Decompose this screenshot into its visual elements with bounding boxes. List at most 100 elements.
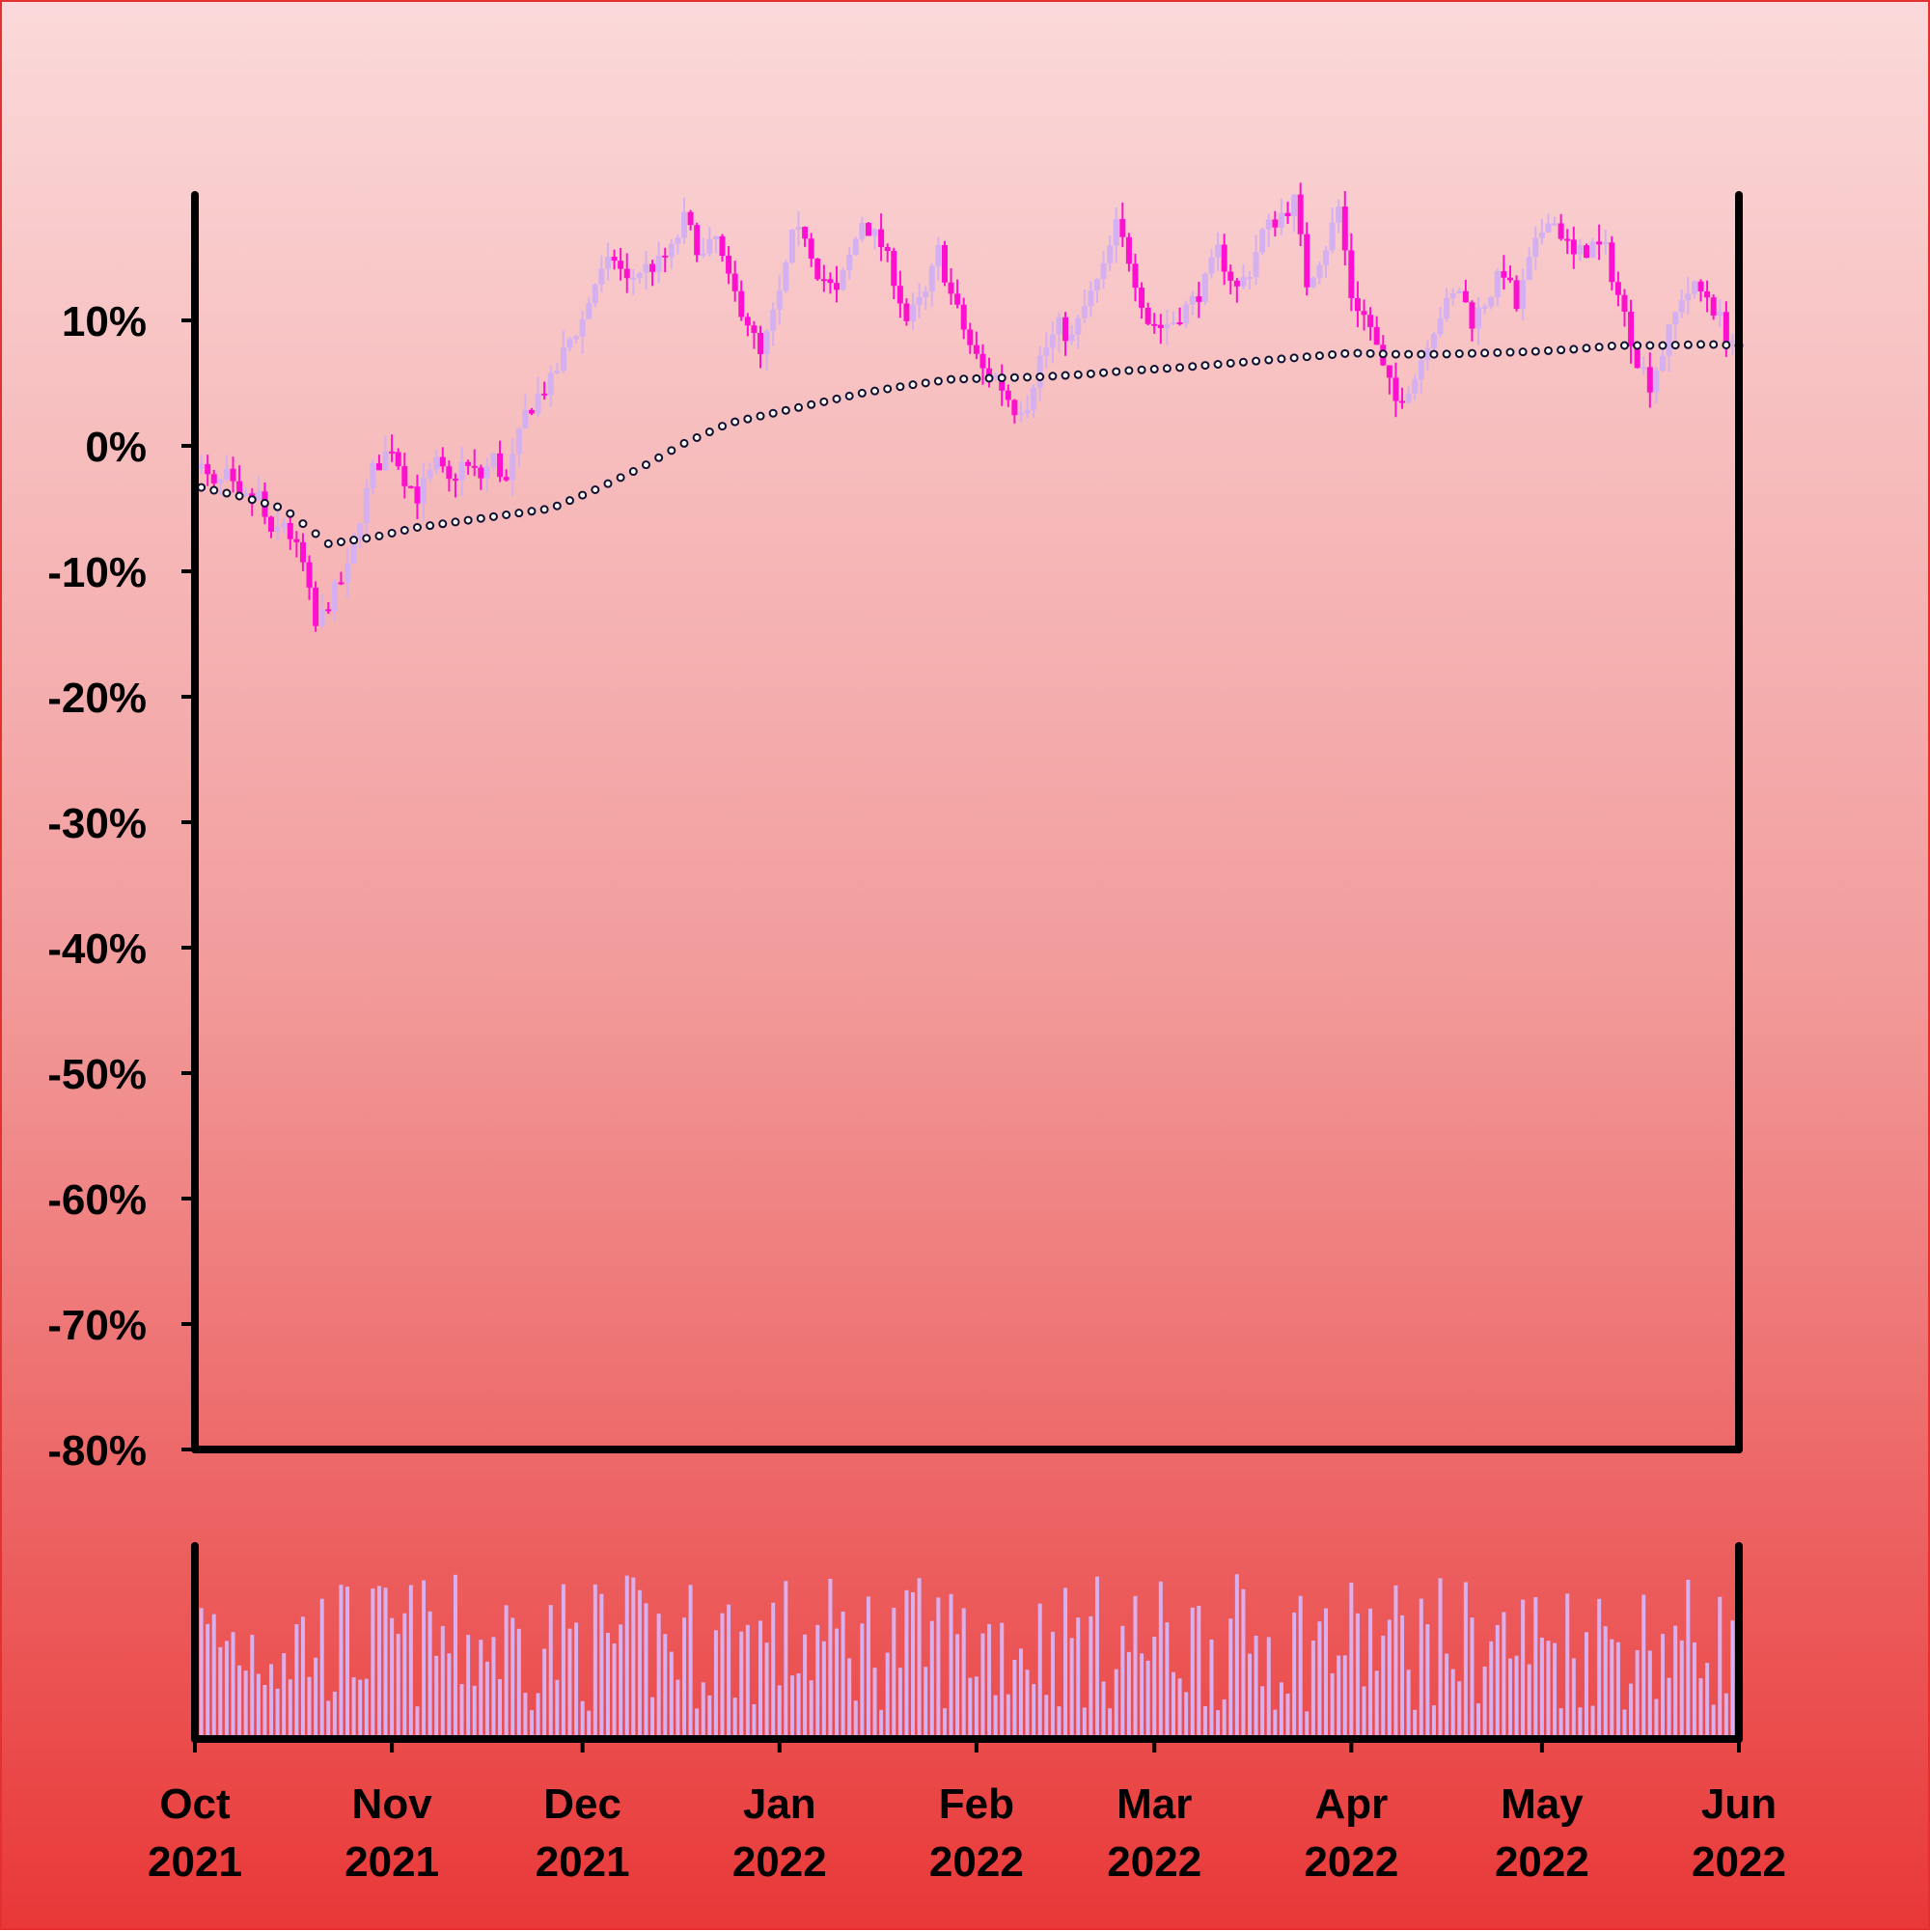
moving-average-point	[1340, 348, 1350, 358]
candle	[547, 366, 554, 407]
candle	[604, 242, 611, 281]
candle	[566, 337, 573, 352]
volume-bar	[1698, 1678, 1703, 1739]
candle	[293, 531, 300, 558]
candle	[1412, 373, 1419, 400]
candle-body	[281, 522, 288, 528]
candle-body	[1609, 242, 1615, 283]
candle	[1583, 243, 1589, 259]
candle-body	[242, 493, 249, 496]
candle	[719, 234, 726, 262]
candle-body	[1354, 297, 1361, 312]
volume-bar	[1298, 1595, 1303, 1739]
volume-bar	[872, 1668, 877, 1739]
candle	[700, 237, 706, 259]
candle-body	[1475, 307, 1482, 329]
x-tick-month: Dec	[543, 1780, 621, 1828]
volume-bar	[1546, 1641, 1551, 1739]
moving-average-point	[984, 373, 994, 383]
volume-bar	[427, 1611, 432, 1739]
candle-body	[1361, 311, 1367, 316]
volume-bar	[243, 1670, 248, 1739]
candle	[758, 325, 764, 369]
candle	[325, 601, 332, 615]
candle-body	[834, 283, 841, 290]
candle	[643, 251, 649, 290]
candle	[1278, 198, 1284, 235]
moving-average-point	[908, 380, 918, 390]
volume-bar	[1476, 1703, 1481, 1739]
candle-body	[916, 297, 923, 305]
candle	[859, 216, 866, 243]
moving-average-point	[247, 495, 257, 505]
candle	[592, 283, 598, 308]
candle-body	[1412, 379, 1419, 394]
candle-body	[1710, 297, 1717, 317]
candle	[649, 260, 656, 287]
candle	[611, 249, 618, 270]
candle-body	[1628, 311, 1635, 346]
candle	[1024, 395, 1031, 419]
volume-bar	[339, 1585, 344, 1739]
candle-body	[293, 538, 300, 542]
volume-bar	[644, 1603, 648, 1739]
moving-average-layer	[197, 340, 1744, 548]
candle	[287, 513, 293, 550]
volume-bar	[1393, 1585, 1398, 1739]
candle-body	[1036, 355, 1043, 388]
candle	[1075, 315, 1082, 349]
volume-bar	[936, 1597, 941, 1739]
candle-body	[923, 291, 929, 298]
candle	[458, 446, 465, 497]
candle	[242, 487, 249, 497]
moving-average-point	[476, 513, 485, 523]
candle	[1144, 302, 1151, 326]
candle-body	[788, 230, 795, 263]
volume-bar	[319, 1598, 324, 1739]
candle-body	[452, 479, 458, 482]
volume-bar	[612, 1642, 617, 1739]
candle-body	[1729, 340, 1736, 343]
candle-body	[1564, 238, 1571, 241]
moving-average-point	[1607, 342, 1616, 351]
candle	[1449, 288, 1456, 306]
candle-body	[223, 468, 230, 480]
candle	[363, 479, 370, 536]
volume-bar	[307, 1676, 312, 1739]
candle	[1640, 356, 1647, 375]
volume-bar	[1000, 1622, 1005, 1739]
candle-body	[363, 487, 370, 524]
moving-average-point	[374, 531, 384, 540]
volume-bar	[580, 1700, 585, 1739]
candles-layer	[192, 182, 1742, 632]
candle	[738, 280, 745, 321]
moving-average-point	[1035, 373, 1045, 381]
volume-bar	[314, 1657, 318, 1739]
candle-body	[744, 317, 751, 326]
candle	[783, 260, 789, 293]
candle	[1125, 233, 1132, 272]
moving-average-point	[997, 373, 1006, 383]
y-tick-label: 0%	[85, 424, 147, 471]
candle-body	[1596, 241, 1603, 245]
candle	[439, 447, 446, 473]
candle-body	[287, 522, 293, 539]
moving-average-point	[1149, 365, 1159, 374]
candle-body	[802, 227, 809, 239]
moving-average-point	[197, 483, 207, 492]
moving-average-point	[1073, 370, 1083, 379]
moving-average-point	[883, 384, 893, 394]
candle-body	[649, 263, 656, 272]
candle-body	[210, 474, 217, 483]
candle	[1253, 235, 1259, 286]
candle	[1005, 384, 1011, 407]
volume-bar	[1069, 1638, 1074, 1739]
candle-body	[1589, 241, 1596, 259]
volume-bar	[974, 1676, 979, 1739]
volume-bar	[1692, 1642, 1696, 1739]
volume-bar	[1558, 1708, 1563, 1739]
y-tick-label: -80%	[47, 1427, 147, 1475]
candle	[1646, 352, 1653, 408]
candle-body	[370, 463, 376, 488]
moving-average-point	[1238, 357, 1248, 367]
